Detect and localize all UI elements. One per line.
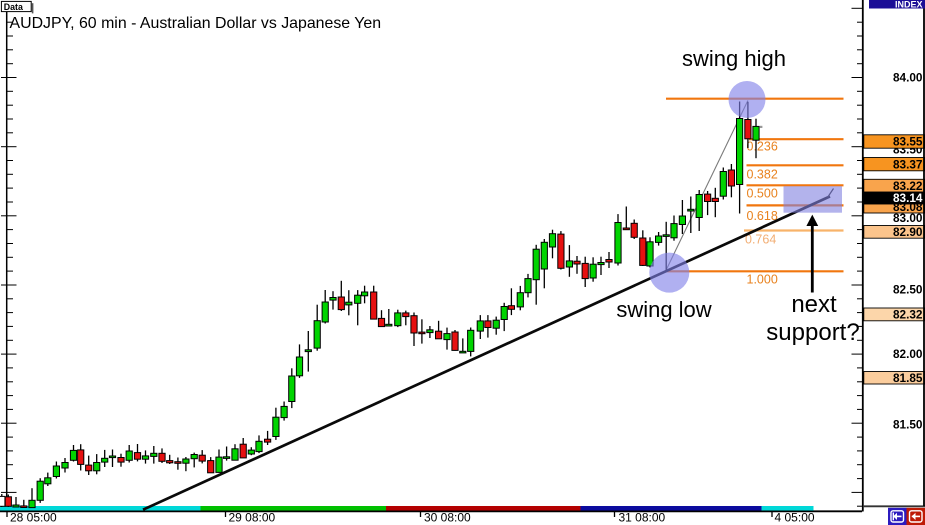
svg-text:83.14: 83.14 [893,191,923,205]
svg-text:29 08:00: 29 08:00 [229,511,276,525]
svg-text:Data: Data [4,2,23,12]
svg-text:81.85: 81.85 [893,371,923,385]
svg-text:support?: support? [766,319,859,346]
svg-text:1.000: 1.000 [747,273,778,287]
svg-text:4 05:00: 4 05:00 [775,511,815,525]
svg-text:81.50: 81.50 [893,418,923,432]
svg-text:swing high: swing high [682,46,786,71]
svg-text:next: next [791,291,837,318]
svg-text:82.90: 82.90 [893,225,923,239]
svg-text:0.500: 0.500 [747,187,778,201]
svg-text:0.764: 0.764 [745,233,776,247]
svg-text:83.37: 83.37 [893,157,923,171]
svg-text:INDEX: INDEX [895,0,923,9]
svg-text:83.55: 83.55 [893,135,923,149]
svg-text:28 05:00: 28 05:00 [10,511,57,525]
svg-text:82.50: 82.50 [893,283,923,297]
svg-text:0.236: 0.236 [747,140,778,154]
svg-text:83.22: 83.22 [893,179,923,193]
svg-text:0.618: 0.618 [747,209,778,223]
svg-text:31 08:00: 31 08:00 [619,511,666,525]
svg-text:84.00: 84.00 [893,71,923,85]
svg-text:83.00: 83.00 [893,211,923,225]
svg-text:AUDJPY, 60 min - Australian Do: AUDJPY, 60 min - Australian Dollar vs Ja… [10,15,382,32]
svg-text:30 08:00: 30 08:00 [424,511,471,525]
svg-text:82.00: 82.00 [893,347,923,361]
svg-text:82.32: 82.32 [893,308,923,322]
svg-text:swing low: swing low [616,297,711,322]
svg-text:0.382: 0.382 [747,168,778,182]
